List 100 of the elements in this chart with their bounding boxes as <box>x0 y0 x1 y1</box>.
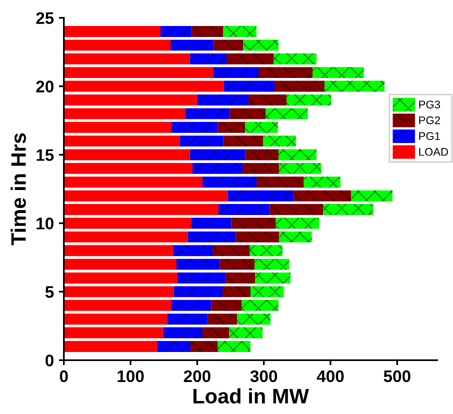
bar <box>163 327 203 338</box>
bar <box>220 258 255 270</box>
bar <box>208 314 238 325</box>
x-tick-label: 500 <box>384 370 410 382</box>
bar <box>64 108 186 120</box>
bar <box>64 149 190 160</box>
bar <box>188 231 236 242</box>
bar <box>294 190 352 202</box>
y-tick-label: 20 <box>36 80 54 92</box>
bar <box>176 258 220 270</box>
bar <box>223 26 257 37</box>
bar <box>191 218 232 229</box>
bar <box>190 149 246 160</box>
bar <box>286 94 332 106</box>
bar <box>64 327 164 338</box>
bar <box>64 67 214 78</box>
bar <box>242 162 280 174</box>
bar <box>171 122 218 133</box>
bar <box>230 108 266 120</box>
bar <box>190 53 227 64</box>
bar <box>250 245 283 256</box>
bar <box>64 218 192 229</box>
y-tick-label: 0 <box>46 354 54 366</box>
bar <box>323 204 374 216</box>
bar <box>173 245 213 256</box>
bar <box>185 108 230 120</box>
bar <box>212 245 250 256</box>
x-axis-title: Load in MW <box>193 388 309 404</box>
legend-label: PG1 <box>419 132 440 140</box>
bar <box>222 286 251 298</box>
bar <box>157 341 191 352</box>
bar <box>64 204 219 216</box>
bar <box>237 314 271 325</box>
bar <box>192 26 224 37</box>
bar <box>255 272 290 284</box>
bar <box>64 245 174 256</box>
bar <box>226 272 256 284</box>
bar <box>218 122 246 133</box>
y-tick-label: 5 <box>45 286 54 298</box>
bar <box>64 80 224 92</box>
bar <box>64 94 198 106</box>
bar <box>64 258 177 270</box>
bar <box>171 300 212 311</box>
bar <box>250 286 284 298</box>
bar <box>64 162 193 174</box>
bar <box>279 162 322 174</box>
x-tick-label: 300 <box>250 370 278 382</box>
bar <box>254 258 290 270</box>
bar <box>167 314 208 325</box>
bar <box>192 162 243 174</box>
bar <box>248 94 287 106</box>
bar <box>214 40 244 51</box>
bar <box>236 231 280 242</box>
bar <box>64 176 203 188</box>
bar <box>174 286 223 298</box>
bar <box>263 136 296 147</box>
bar <box>64 272 178 284</box>
bar <box>64 26 161 37</box>
bar <box>304 176 340 188</box>
bar <box>218 204 270 216</box>
bar <box>231 218 276 229</box>
bar <box>202 176 257 188</box>
bar <box>224 80 275 92</box>
bar <box>202 327 230 338</box>
bar <box>64 231 188 242</box>
bar <box>229 327 263 338</box>
bar <box>213 67 259 78</box>
bar <box>278 149 316 160</box>
bar <box>64 136 180 147</box>
bar <box>64 286 174 298</box>
bar <box>243 40 279 51</box>
bar <box>270 204 324 216</box>
bar <box>274 53 316 64</box>
bar <box>312 67 364 78</box>
bar <box>160 26 192 37</box>
bar <box>64 190 228 202</box>
bar <box>64 300 172 311</box>
legend-label: PG3 <box>419 100 440 108</box>
bar <box>245 122 278 133</box>
y-tick-label: 10 <box>36 218 54 230</box>
bar <box>211 300 242 311</box>
y-tick-label: 25 <box>36 12 54 24</box>
bar <box>242 300 279 311</box>
y-axis-title: Time in Hrs <box>10 133 26 246</box>
bar <box>64 122 172 133</box>
bar <box>276 218 320 229</box>
bar <box>64 314 168 325</box>
bar <box>279 231 312 242</box>
y-tick-label: 15 <box>36 149 54 161</box>
x-tick-label: 400 <box>316 370 344 382</box>
bar <box>258 67 312 78</box>
bar <box>274 80 324 92</box>
bar <box>190 341 218 352</box>
bar <box>266 108 308 120</box>
bar <box>351 190 392 202</box>
bar <box>218 341 251 352</box>
legend-label: PG2 <box>419 116 440 124</box>
x-tick-label: 100 <box>118 370 144 382</box>
bar <box>223 136 264 147</box>
x-tick-label: 200 <box>184 370 210 382</box>
